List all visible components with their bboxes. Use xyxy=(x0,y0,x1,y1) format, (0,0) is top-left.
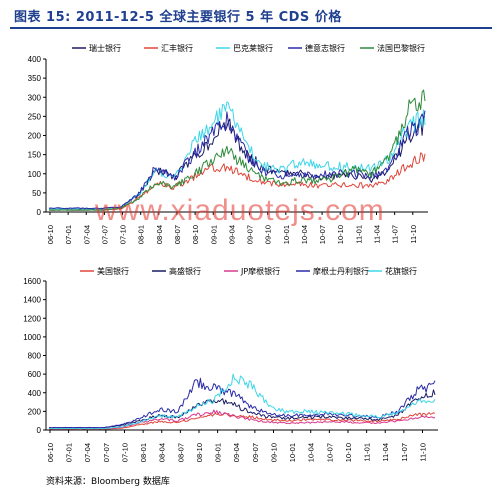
y-tick-label: 200 xyxy=(28,407,42,416)
x-tick-label: 11-07 xyxy=(391,225,400,244)
legend-label: 法国巴黎银行 xyxy=(377,43,425,53)
y-tick-label: 600 xyxy=(28,370,42,379)
legend-label: 德意志银行 xyxy=(305,43,345,53)
x-tick-label: 07-01 xyxy=(65,443,74,462)
x-tick-label: 07-10 xyxy=(119,225,128,244)
x-tick-label: 08-04 xyxy=(155,225,164,244)
y-tick-label: 250 xyxy=(28,112,42,121)
x-tick-label: 10-10 xyxy=(344,443,353,462)
y-tick-label: 800 xyxy=(28,352,42,361)
legend-label: 美国银行 xyxy=(97,266,129,276)
x-tick-label: 09-07 xyxy=(251,443,260,462)
watermark: www.xiaduotejs.com xyxy=(95,194,385,227)
x-tick-label: 08-04 xyxy=(158,443,167,462)
x-tick-label: 07-07 xyxy=(102,443,111,462)
x-tick-label: 09-07 xyxy=(246,225,255,244)
y-tick-label: 1000 xyxy=(23,333,41,342)
y-tick-label: 400 xyxy=(28,55,42,64)
x-tick-label: 10-01 xyxy=(282,225,291,244)
x-tick-label: 10-04 xyxy=(300,225,309,244)
x-tick-label: 09-01 xyxy=(214,443,223,462)
legend-label: JP摩根银行 xyxy=(240,266,280,276)
x-tick-label: 10-04 xyxy=(307,443,316,462)
x-tick-label: 06-10 xyxy=(46,225,55,244)
title-rule xyxy=(10,27,492,29)
y-tick-label: 400 xyxy=(28,389,42,398)
legend-label: 摩根士丹利银行 xyxy=(313,266,369,276)
x-tick-label: 10-07 xyxy=(318,225,327,244)
x-tick-label: 09-10 xyxy=(264,225,273,244)
y-tick-label: 1400 xyxy=(23,296,41,305)
x-tick-label: 11-10 xyxy=(418,443,427,462)
x-tick-label: 08-10 xyxy=(195,443,204,462)
x-tick-label: 10-07 xyxy=(325,443,334,462)
y-tick-label: 1600 xyxy=(23,277,41,286)
x-tick-label: 08-01 xyxy=(137,225,146,244)
x-tick-label: 07-04 xyxy=(83,443,92,462)
y-tick-label: 0 xyxy=(37,426,42,435)
legend-label: 高盛银行 xyxy=(169,266,201,276)
y-tick-label: 50 xyxy=(32,189,41,198)
source-note: 资料来源：Bloomberg 数据库 xyxy=(46,477,170,487)
legend-label: 瑞士银行 xyxy=(89,43,121,53)
x-tick-label: 07-07 xyxy=(100,225,109,244)
x-tick-label: 08-07 xyxy=(173,225,182,244)
legend-label: 花旗银行 xyxy=(385,266,417,276)
figure-title: 图表 15: 2011-12-5 全球主要银行 5 年 CDS 价格 xyxy=(14,10,342,25)
x-tick-label: 10-01 xyxy=(288,443,297,462)
series-line-5 xyxy=(48,373,436,430)
series-line-5 xyxy=(48,89,426,211)
legend-label: 汇丰银行 xyxy=(161,43,193,53)
x-tick-label: 08-07 xyxy=(176,443,185,462)
x-tick-label: 11-04 xyxy=(381,443,390,462)
x-tick-label: 11-01 xyxy=(354,225,363,244)
legend-label: 巴克莱银行 xyxy=(233,43,273,53)
x-tick-label: 07-04 xyxy=(82,225,91,244)
x-tick-label: 09-04 xyxy=(232,443,241,462)
y-tick-label: 300 xyxy=(28,93,42,102)
x-tick-label: 08-10 xyxy=(191,225,200,244)
x-tick-label: 11-01 xyxy=(363,443,372,462)
x-tick-label: 06-10 xyxy=(46,443,55,462)
chart-panel-2: 0 200 400 600 800 1000 1200 1400 1600 06-10 07-01 0… xyxy=(23,266,438,462)
series-line-4 xyxy=(48,110,426,210)
x-tick-label: 09-10 xyxy=(269,443,278,462)
y-tick-label: 150 xyxy=(28,151,42,160)
y-tick-label: 350 xyxy=(28,74,42,83)
x-tick-label: 09-01 xyxy=(209,225,218,244)
x-tick-label: 10-10 xyxy=(336,225,345,244)
x-tick-label: 07-10 xyxy=(120,443,129,462)
chart-panel-1: 0 50 100 150 200 250 300 350 400 06-10 07-01 07-04 0… xyxy=(28,43,428,244)
x-tick-label: 07-01 xyxy=(64,225,73,244)
series-line-4 xyxy=(48,377,436,429)
x-tick-label: 11-07 xyxy=(400,443,409,462)
x-tick-label: 11-04 xyxy=(373,225,382,244)
y-tick-label: 200 xyxy=(28,132,42,141)
x-tick-label: 08-01 xyxy=(139,443,148,462)
y-tick-label: 0 xyxy=(37,208,42,217)
x-tick-label: 11-10 xyxy=(409,225,418,244)
y-tick-label: 1200 xyxy=(23,314,41,323)
series-line-3 xyxy=(48,101,426,210)
x-tick-label: 09-04 xyxy=(227,225,236,244)
y-tick-label: 100 xyxy=(28,170,42,179)
